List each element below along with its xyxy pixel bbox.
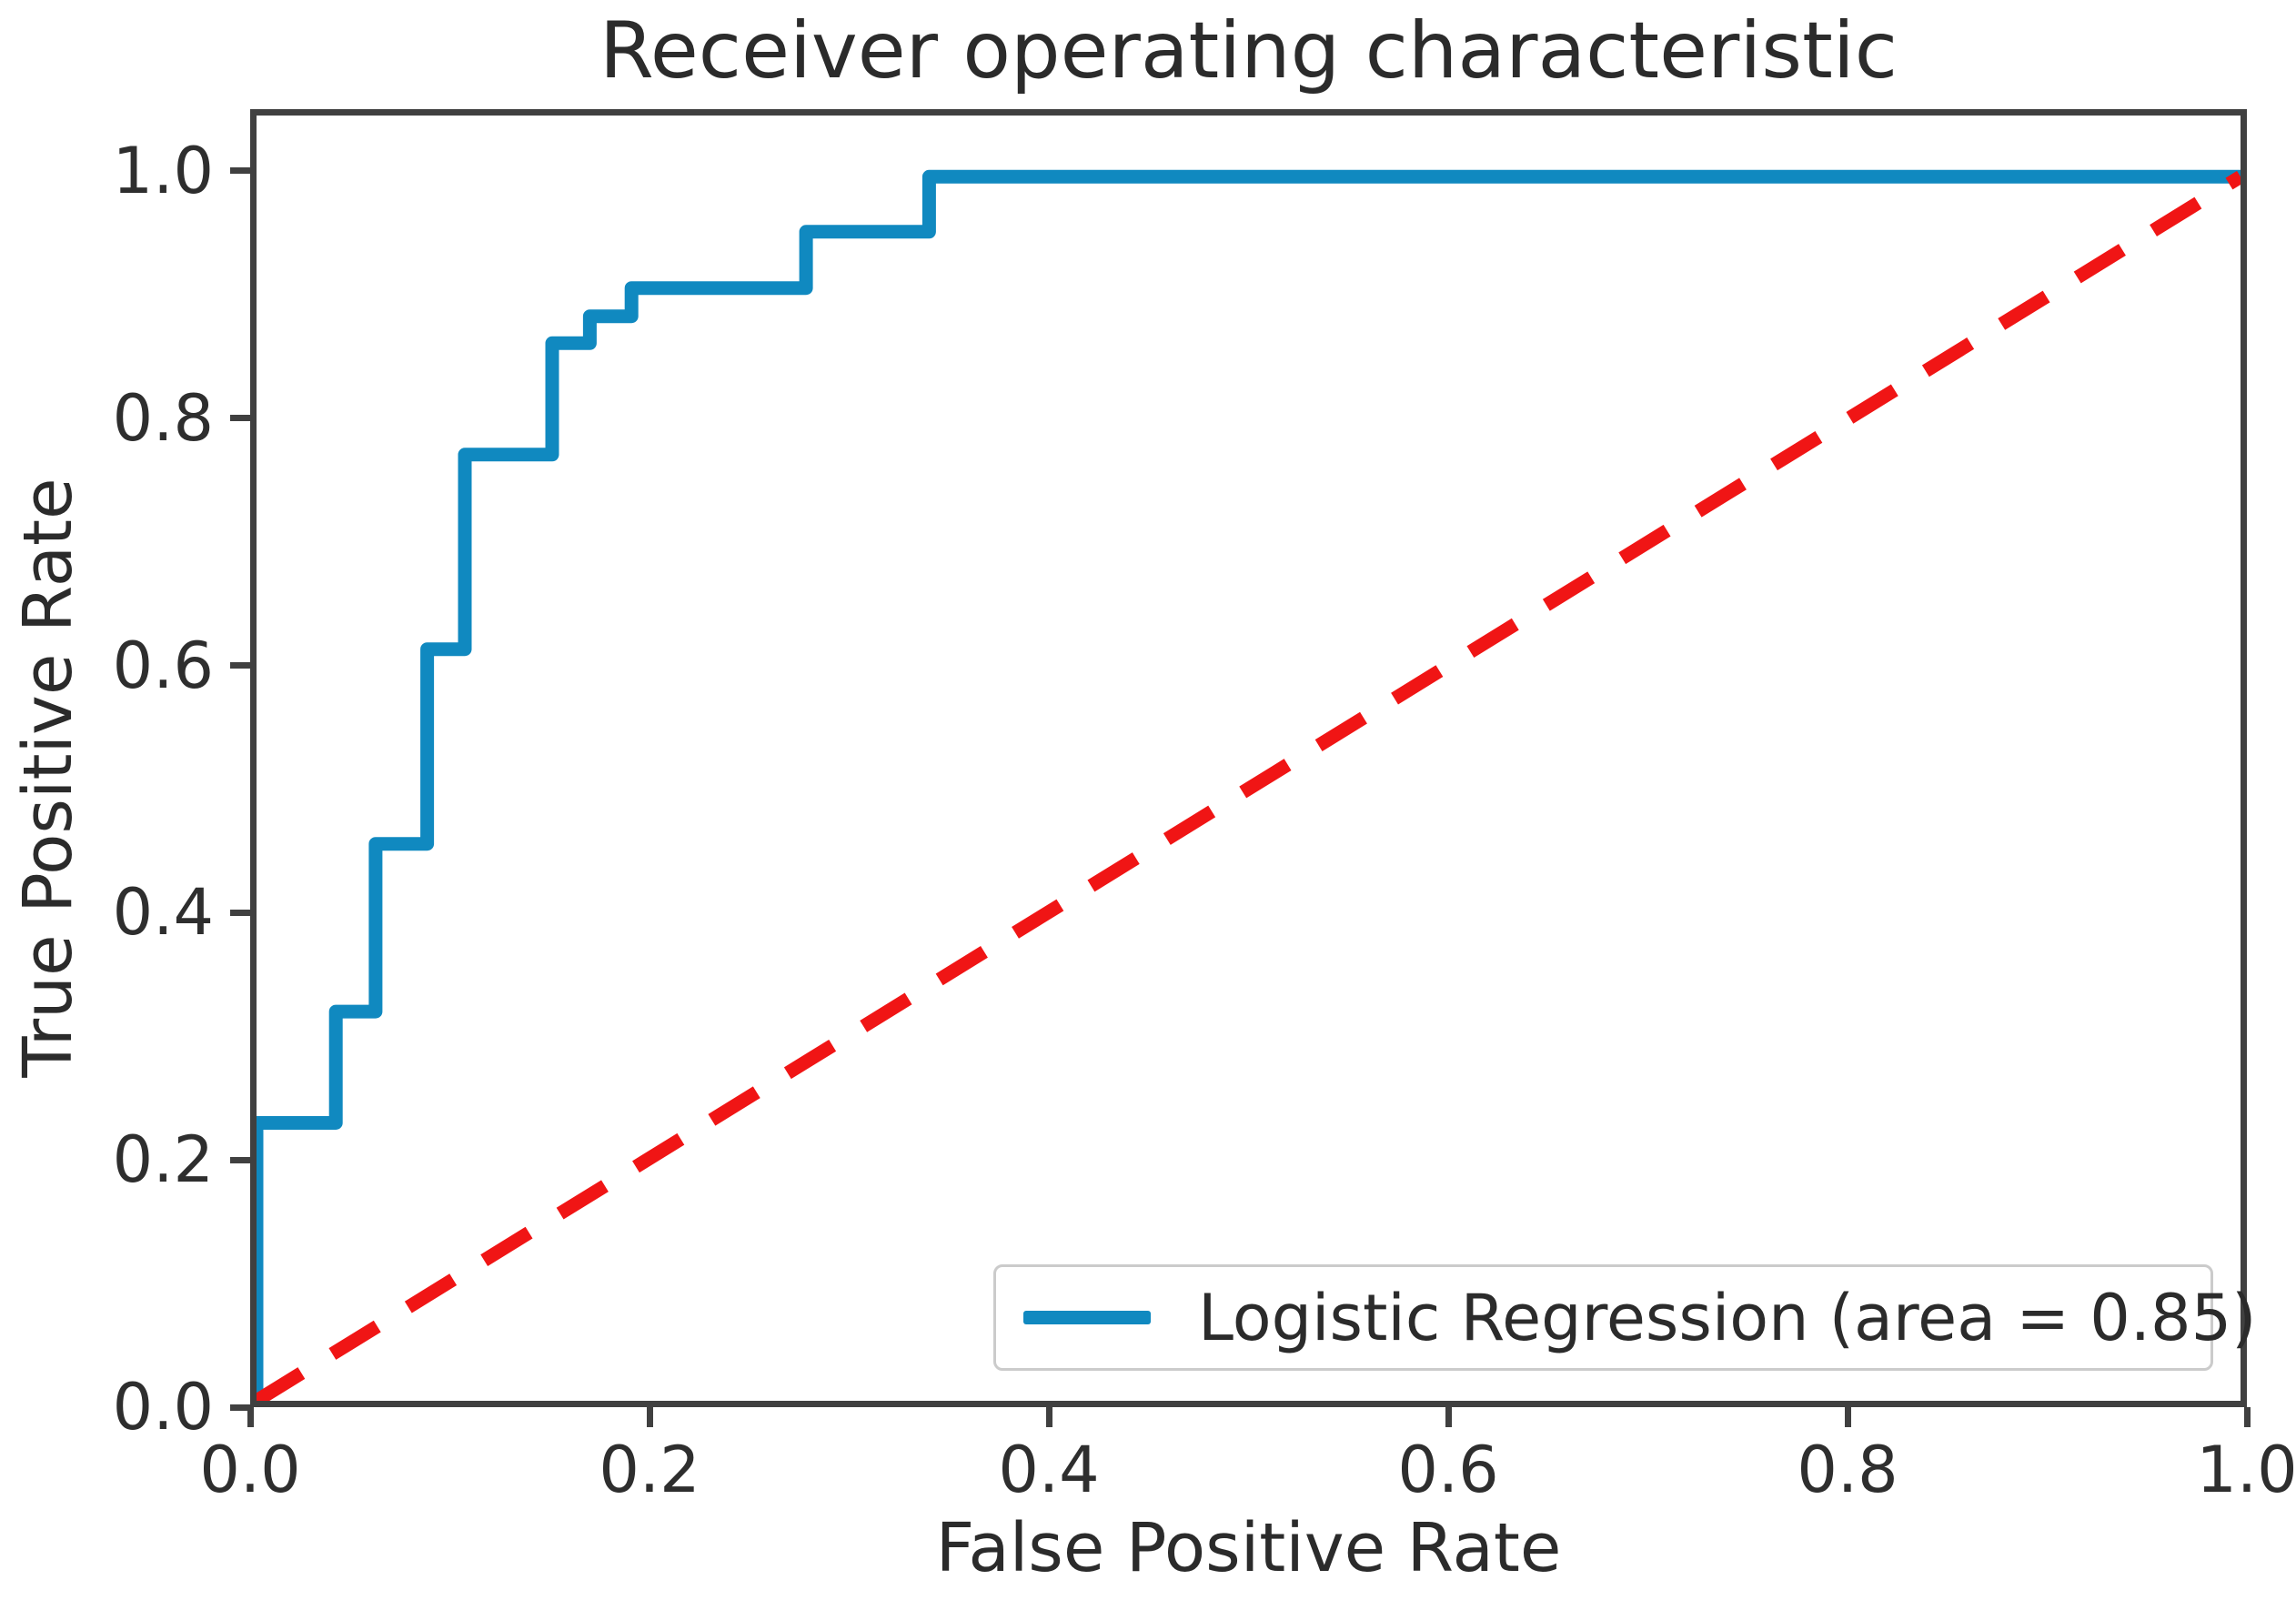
- legend-label: Logistic Regression (area = 0.85): [1198, 1280, 2257, 1355]
- x-tick-label: 0.2: [599, 1433, 700, 1507]
- x-tick-mark: [1844, 1407, 1851, 1427]
- series-chance-diagonal: [257, 170, 2241, 1401]
- x-tick-label: 0.0: [199, 1433, 301, 1507]
- series-roc-curve: [257, 169, 2241, 1401]
- x-tick-mark: [2243, 1407, 2251, 1427]
- y-tick-mark: [230, 909, 250, 916]
- x-tick-label: 1.0: [2196, 1433, 2296, 1507]
- y-tick-label: 0.2: [112, 1122, 214, 1198]
- x-tick-label: 0.6: [1397, 1433, 1499, 1507]
- y-tick-mark: [230, 1156, 250, 1163]
- x-tick-label: 0.4: [998, 1433, 1100, 1507]
- legend: Logistic Regression (area = 0.85): [993, 1264, 2256, 1371]
- plot-area: Logistic Regression (area = 0.85): [250, 109, 2256, 1407]
- y-tick-mark: [230, 1404, 250, 1411]
- y-tick-label: 0.4: [112, 875, 214, 951]
- y-tick-mark: [230, 415, 250, 422]
- chart-title: Receiver operating characteristic: [599, 5, 1898, 96]
- y-tick-mark: [230, 662, 250, 669]
- y-tick-label: 1.0: [112, 133, 214, 208]
- x-axis-label: False Positive Rate: [935, 1509, 1562, 1587]
- x-tick-mark: [646, 1407, 653, 1427]
- x-tick-mark: [247, 1407, 254, 1427]
- y-tick-label: 0.6: [112, 628, 214, 703]
- y-axis-label: True Positive Rate: [9, 478, 87, 1078]
- x-tick-mark: [1045, 1407, 1052, 1427]
- y-tick-mark: [230, 167, 250, 175]
- roc-curve-svg: [257, 169, 2241, 1401]
- x-tick-label: 0.8: [1797, 1433, 1898, 1507]
- legend-line-sample: [1023, 1311, 1151, 1324]
- y-tick-label: 0.8: [112, 380, 214, 456]
- y-tick-label: 0.0: [112, 1370, 214, 1444]
- x-tick-mark: [1445, 1407, 1452, 1427]
